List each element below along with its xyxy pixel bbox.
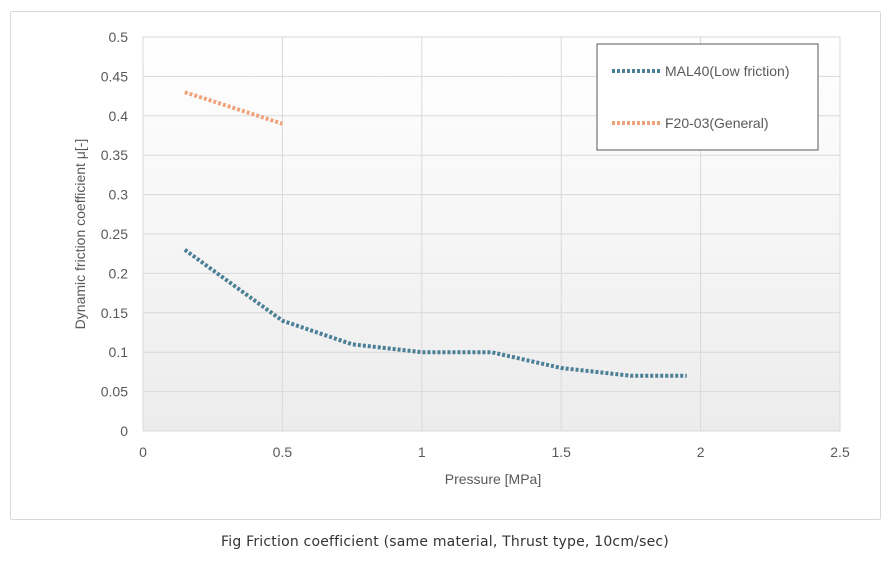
- y-tick-label: 0.2: [109, 265, 129, 281]
- y-tick-label: 0.15: [101, 305, 128, 321]
- y-tick-label: 0.35: [101, 147, 128, 163]
- y-tick-labels: 0 0.05 0.1 0.15 0.2 0.25 0.3 0.35 0.4 0.45 0.5: [101, 29, 128, 439]
- legend-label-1: F20-03(General): [665, 115, 769, 131]
- y-axis-title: Dynamic friction coefficient μ[-]: [72, 139, 88, 330]
- legend: MAL40(Low friction) F20-03(General): [596, 43, 819, 151]
- x-tick-label: 2.5: [830, 444, 850, 460]
- y-tick-label: 0.4: [109, 108, 129, 124]
- x-tick-label: 1: [418, 444, 426, 460]
- x-axis-title: Pressure [MPa]: [445, 471, 541, 487]
- y-tick-label: 0.1: [109, 344, 129, 360]
- x-tick-label: 1.5: [551, 444, 571, 460]
- series-line-0: [183, 248, 687, 378]
- figure-caption: Fig Friction coefficient (same material,…: [221, 534, 669, 550]
- x-tick-labels: 0 0.5 1 1.5 2 2.5: [139, 444, 850, 460]
- series-layer: [183, 90, 687, 378]
- x-tick-label: 0.5: [273, 444, 293, 460]
- y-tick-label: 0: [120, 423, 128, 439]
- series-line-1: [184, 90, 284, 126]
- x-tick-label: 2: [697, 444, 705, 460]
- y-tick-label: 0.5: [109, 29, 129, 45]
- x-tick-label: 0: [139, 444, 147, 460]
- friction-chart: 0 0.05 0.1 0.15 0.2 0.25 0.3 0.35 0.4 0.45 0.5 0 0.…: [72, 29, 850, 487]
- legend-box: [596, 43, 819, 151]
- legend-label-0: MAL40(Low friction): [665, 63, 790, 79]
- y-tick-label: 0.05: [101, 384, 128, 400]
- y-tick-label: 0.45: [101, 68, 128, 84]
- y-tick-label: 0.25: [101, 226, 128, 242]
- y-tick-label: 0.3: [109, 187, 129, 203]
- gridlines: [142, 36, 841, 432]
